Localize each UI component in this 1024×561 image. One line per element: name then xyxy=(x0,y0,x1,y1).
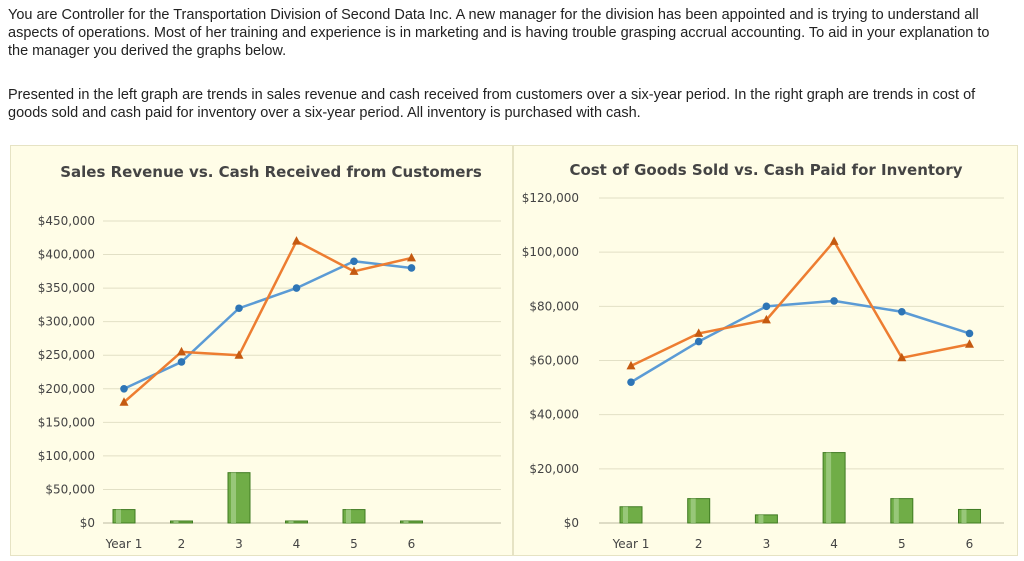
circle-marker xyxy=(762,302,771,311)
circle-marker xyxy=(235,304,243,313)
triangle-marker xyxy=(965,339,974,348)
cash-series-line xyxy=(630,299,970,384)
circle-marker xyxy=(407,264,416,272)
x-tick-label: 4 xyxy=(830,537,838,551)
x-tick-label: 5 xyxy=(350,537,358,551)
y-tick-label: $20,000 xyxy=(529,462,579,476)
sales-revenue-chart-panel: Sales Revenue vs. Cash Received from Cus… xyxy=(10,145,513,556)
circle-marker xyxy=(627,378,635,386)
circle-marker xyxy=(120,384,128,393)
difference-bar xyxy=(400,520,423,524)
y-tick-label: $0 xyxy=(80,516,95,530)
triangle-marker xyxy=(626,360,636,370)
cogs-chart-panel: Cost of Goods Sold vs. Cash Paid for Inv… xyxy=(513,145,1018,556)
y-tick-label: $250,000 xyxy=(38,348,95,362)
y-tick-label: $50,000 xyxy=(45,482,95,496)
cogs-chart: Cost of Goods Sold vs. Cash Paid for Inv… xyxy=(522,161,1004,551)
triangle-marker xyxy=(897,352,907,362)
difference-bar xyxy=(754,514,778,524)
circle-marker xyxy=(830,297,838,305)
y-tick-label: $60,000 xyxy=(529,354,579,368)
bar-highlight xyxy=(758,514,764,523)
circle-marker xyxy=(350,257,358,266)
triangle-marker xyxy=(407,252,416,262)
bar-highlight xyxy=(690,498,696,523)
bar-highlight xyxy=(116,509,121,523)
triangle-marker xyxy=(292,236,301,245)
x-tick-label: Year 1 xyxy=(105,537,143,551)
bar-highlight xyxy=(288,521,294,523)
y-tick-label: $40,000 xyxy=(529,408,579,422)
sales-revenue-chart: Sales Revenue vs. Cash Received from Cus… xyxy=(38,163,501,551)
x-tick-label: 3 xyxy=(763,537,771,551)
y-tick-label: $400,000 xyxy=(38,248,95,262)
y-tick-label: $120,000 xyxy=(522,191,579,205)
x-tick-label: 3 xyxy=(235,537,243,551)
x-tick-label: 5 xyxy=(898,537,906,551)
circle-marker xyxy=(694,337,703,346)
triangle-marker xyxy=(761,314,771,324)
accrual-series-line xyxy=(630,240,970,368)
y-tick-label: $450,000 xyxy=(38,214,95,228)
triangle-marker xyxy=(694,328,704,337)
triangle-marker xyxy=(119,397,129,406)
x-tick-label: Year 1 xyxy=(612,537,650,551)
chart-title: Sales Revenue vs. Cash Received from Cus… xyxy=(60,163,482,181)
bar-highlight xyxy=(826,452,832,523)
triangle-marker xyxy=(349,266,359,275)
triangle-marker xyxy=(234,350,244,359)
y-tick-label: $150,000 xyxy=(38,415,95,429)
bar-highlight xyxy=(346,509,351,523)
bar-highlight xyxy=(961,509,967,523)
x-tick-label: 6 xyxy=(966,537,974,551)
intro-paragraph: You are Controller for the Transportatio… xyxy=(8,7,990,59)
difference-bar xyxy=(170,520,193,524)
difference-bar xyxy=(285,520,308,524)
y-tick-label: $100,000 xyxy=(38,449,95,463)
circle-marker xyxy=(292,284,301,292)
bar-highlight xyxy=(893,498,899,523)
bar-highlight xyxy=(623,506,628,523)
y-tick-label: $80,000 xyxy=(529,299,579,313)
circle-marker xyxy=(898,307,906,316)
y-tick-label: $300,000 xyxy=(38,315,95,329)
graph-description-paragraph: Presented in the left graph are trends i… xyxy=(8,87,976,121)
triangle-marker xyxy=(177,346,186,356)
bar-highlight xyxy=(173,521,179,523)
circle-marker xyxy=(965,329,974,338)
x-tick-label: 6 xyxy=(408,537,416,551)
y-tick-label: $350,000 xyxy=(38,281,95,295)
y-tick-label: $100,000 xyxy=(522,245,579,259)
bar-highlight xyxy=(231,472,236,523)
accrual-series-line xyxy=(123,239,412,404)
x-tick-label: 2 xyxy=(695,537,703,551)
bar-highlight xyxy=(403,521,409,523)
cash-series-line xyxy=(123,260,412,390)
y-tick-label: $200,000 xyxy=(38,382,95,396)
x-tick-label: 2 xyxy=(178,537,186,551)
circle-marker xyxy=(177,358,186,366)
triangle-marker xyxy=(829,236,839,245)
y-tick-label: $0 xyxy=(564,516,579,530)
chart-title: Cost of Goods Sold vs. Cash Paid for Inv… xyxy=(569,161,962,179)
x-tick-label: 4 xyxy=(293,537,301,551)
